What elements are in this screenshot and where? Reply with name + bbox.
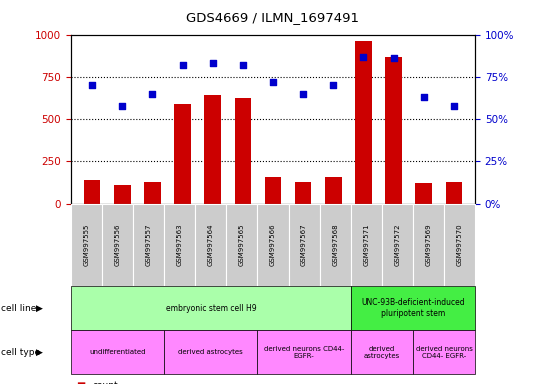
Text: derived neurons
CD44- EGFR-: derived neurons CD44- EGFR- <box>416 346 472 359</box>
Text: GSM997570: GSM997570 <box>456 223 462 266</box>
Text: count: count <box>93 381 118 384</box>
Point <box>269 79 277 85</box>
Bar <box>235 98 251 204</box>
Bar <box>144 182 161 204</box>
Text: GSM997565: GSM997565 <box>239 223 245 266</box>
Text: GSM997555: GSM997555 <box>84 223 90 266</box>
Point <box>419 94 428 100</box>
Point <box>88 82 97 88</box>
Point <box>118 103 127 109</box>
Point <box>449 103 458 109</box>
Bar <box>446 182 462 204</box>
Text: GSM997572: GSM997572 <box>394 223 400 266</box>
Text: ▶: ▶ <box>36 304 43 313</box>
Bar <box>385 56 402 204</box>
Point <box>148 91 157 97</box>
Bar <box>416 183 432 204</box>
Text: undifferentiated: undifferentiated <box>90 349 146 355</box>
Text: GSM997571: GSM997571 <box>363 223 369 266</box>
Bar <box>114 185 130 204</box>
Point <box>329 82 337 88</box>
Bar <box>84 180 100 204</box>
Text: GDS4669 / ILMN_1697491: GDS4669 / ILMN_1697491 <box>187 11 359 24</box>
Point <box>389 55 398 61</box>
Text: GSM997563: GSM997563 <box>177 223 183 266</box>
Bar <box>325 177 342 204</box>
Text: ▶: ▶ <box>36 348 43 357</box>
Point <box>239 62 247 68</box>
Text: GSM997564: GSM997564 <box>208 223 214 266</box>
Text: derived
astrocytes: derived astrocytes <box>364 346 400 359</box>
Text: GSM997556: GSM997556 <box>115 223 121 266</box>
Bar <box>174 104 191 204</box>
Text: embryonic stem cell H9: embryonic stem cell H9 <box>165 304 256 313</box>
Text: cell line: cell line <box>1 304 37 313</box>
Text: UNC-93B-deficient-induced
pluripotent stem: UNC-93B-deficient-induced pluripotent st… <box>361 298 465 318</box>
Text: GSM997557: GSM997557 <box>146 223 152 266</box>
Text: cell type: cell type <box>1 348 40 357</box>
Text: derived neurons CD44-
EGFR-: derived neurons CD44- EGFR- <box>264 346 345 359</box>
Text: GSM997568: GSM997568 <box>332 223 338 266</box>
Point <box>299 91 307 97</box>
Point <box>209 60 217 66</box>
Point <box>359 53 368 60</box>
Bar <box>355 41 372 204</box>
Text: GSM997567: GSM997567 <box>301 223 307 266</box>
Bar <box>265 177 281 204</box>
Bar <box>204 95 221 204</box>
Text: ■: ■ <box>76 381 86 384</box>
Text: derived astrocytes: derived astrocytes <box>179 349 243 355</box>
Text: GSM997566: GSM997566 <box>270 223 276 266</box>
Text: GSM997569: GSM997569 <box>425 223 431 266</box>
Point <box>178 62 187 68</box>
Bar <box>295 182 311 204</box>
